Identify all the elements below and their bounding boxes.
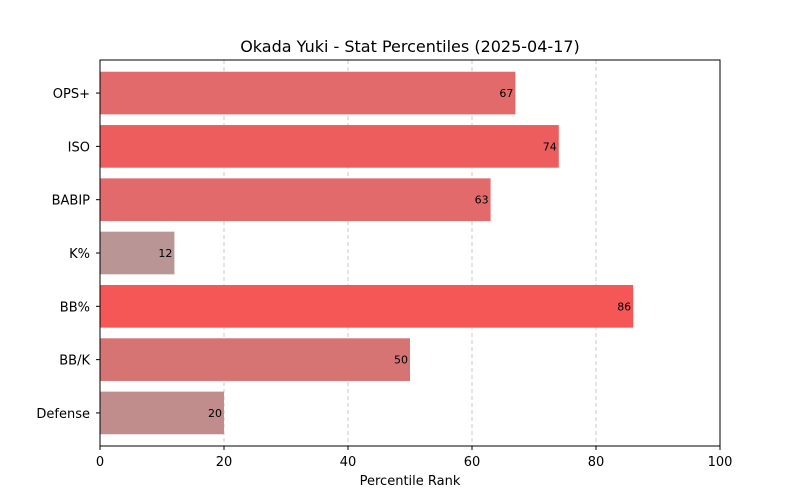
y-tick-label: K%: [69, 247, 90, 262]
y-tick-label: Defense: [36, 407, 90, 422]
chart-title: Okada Yuki - Stat Percentiles (2025-04-1…: [240, 37, 580, 56]
y-tick-label: ISO: [68, 140, 90, 155]
x-tick-label: 80: [588, 455, 605, 470]
data-label: 50: [394, 354, 408, 367]
x-tick-label: 40: [340, 455, 357, 470]
data-label: 67: [499, 87, 513, 100]
data-label: 86: [617, 300, 631, 313]
x-tick-label: 100: [708, 455, 733, 470]
x-tick-label: 20: [216, 455, 233, 470]
grid-lines: [223, 60, 597, 446]
y-tick-label: OPS+: [53, 87, 90, 102]
bar-ops: [100, 71, 516, 115]
bars: [100, 71, 634, 435]
bar-bb-k: [100, 338, 410, 381]
data-labels: 67 74 63 12 86 50 20: [158, 87, 631, 420]
data-label: 63: [475, 194, 489, 207]
bar-iso: [100, 125, 559, 168]
x-tick-label: 0: [96, 455, 104, 470]
y-axis-ticks: OPS+ ISO BABIP K% BB% BB/K Defense: [36, 87, 100, 422]
bar-babip: [100, 178, 491, 222]
data-label: 12: [158, 247, 172, 260]
bar-defense: [100, 391, 224, 435]
data-label: 20: [208, 407, 222, 420]
bar-bb: [100, 284, 634, 328]
y-tick-label: BB/K: [59, 354, 90, 369]
x-tick-label: 60: [464, 455, 481, 470]
bar-k: [100, 231, 175, 275]
data-label: 74: [543, 140, 557, 153]
y-tick-label: BABIP: [52, 194, 91, 209]
x-axis-ticks: 0 20 40 60 80 100: [96, 446, 733, 470]
y-tick-label: BB%: [60, 300, 90, 315]
x-axis-label: Percentile Rank: [360, 474, 461, 489]
